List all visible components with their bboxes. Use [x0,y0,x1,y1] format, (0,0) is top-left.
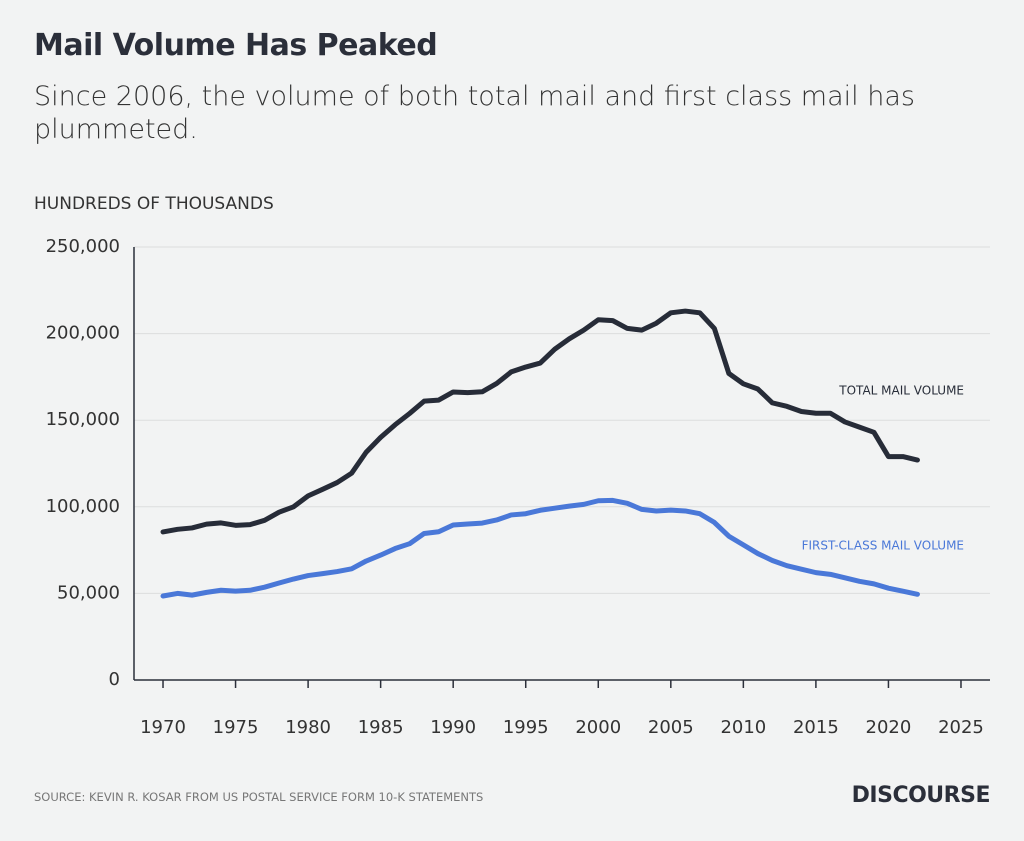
x-tick-label: 1995 [503,717,549,738]
series-line [160,497,920,599]
x-tick-label: 2005 [648,717,694,738]
x-tick-label: 1970 [140,717,186,738]
y-tick-label: 50,000 [57,582,120,603]
x-tick-label: 2015 [793,717,839,738]
x-tick-label: 2010 [720,717,766,738]
y-tick-label: 0 [109,669,120,690]
x-tick-label: 1985 [358,717,404,738]
series-line [160,308,920,535]
x-tick-label: 1980 [285,717,331,738]
chart-title: Mail Volume Has Peaked [34,28,438,63]
series-label: FIRST-CLASS MAIL VOLUME [802,539,964,553]
y-tick-label: 250,000 [46,236,120,257]
y-tick-label: 150,000 [46,409,120,430]
x-tick-label: 1975 [213,717,259,738]
brand: DISCOURSE [851,783,991,808]
chart-subtitle: Since 2006, the volume of both total mai… [34,81,915,145]
y-axis-label: HUNDREDS OF THOUSANDS [34,194,274,214]
x-tick-label: 1990 [430,717,476,738]
x-tick-label: 2000 [575,717,621,738]
y-tick-label: 200,000 [46,323,120,344]
x-tick-label: 2025 [938,717,984,738]
y-tick-label: 100,000 [46,496,120,517]
series-label: TOTAL MAIL VOLUME [838,384,964,398]
source-note: SOURCE: KEVIN R. KOSAR FROM US POSTAL SE… [34,790,484,804]
x-tick-label: 2020 [866,717,912,738]
